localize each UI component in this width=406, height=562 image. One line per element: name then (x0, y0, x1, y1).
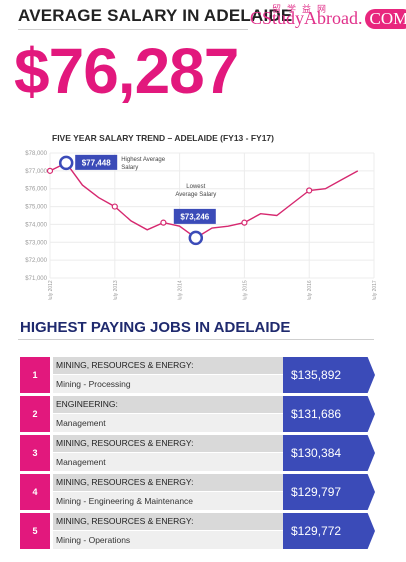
job-role: Mining - Engineering & Maintenance (53, 492, 297, 510)
y-tick-label: $77,000 (25, 169, 47, 175)
job-role: Management (53, 414, 297, 432)
job-row: 3 MINING, RESOURCES & ENERGY: Management $1… (20, 435, 380, 471)
jobs-section-title: HIGHEST PAYING JOBS IN ADELAIDE (20, 319, 291, 336)
watermark-com-badge: COM (364, 9, 406, 29)
title-divider (18, 29, 248, 30)
watermark-logo: CStudyAbroad. COM (250, 8, 406, 29)
x-tick-label: July 2014 (178, 280, 184, 300)
job-rank-badge: 2 (20, 396, 50, 432)
highest-value-badge (75, 154, 118, 170)
average-salary-value: $76,287 (14, 35, 239, 107)
y-tick-label: $73,000 (25, 240, 47, 246)
highest-caption: Salary (121, 165, 138, 171)
data-point (46, 167, 54, 174)
job-salary-tag: $129,797 (283, 474, 375, 510)
job-salary-tag: $131,686 (283, 396, 375, 432)
y-tick-label: $74,000 (25, 222, 47, 228)
data-point (111, 203, 118, 210)
y-tick-label: $72,000 (25, 258, 47, 264)
lowest-caption: Average Salary (175, 192, 216, 198)
job-row: 1 MINING, RESOURCES & ENERGY: Mining - Pro… (20, 357, 380, 393)
job-row: 4 MINING, RESOURCES & ENERGY: Mining - Eng… (20, 474, 380, 510)
job-row: 2 ENGINEERING: Management $131,686 (20, 396, 380, 432)
data-point (306, 187, 313, 194)
highest-point-marker (58, 155, 74, 171)
lowest-value-label: $73,246 (180, 212, 209, 221)
x-tick-label: July 2015 (242, 280, 248, 300)
data-point (241, 219, 248, 226)
job-salary-tag: $129,772 (283, 513, 375, 549)
y-tick-label: $76,000 (25, 187, 47, 193)
job-rank-badge: 4 (20, 474, 50, 510)
job-rank-badge: 3 (20, 435, 50, 471)
data-point (160, 219, 167, 226)
job-category: MINING, RESOURCES & ENERGY: (53, 357, 297, 374)
job-category: MINING, RESOURCES & ENERGY: (53, 435, 297, 452)
x-tick-label: July 2017 (372, 280, 378, 300)
watermark-brand: CStudyAbroad. (250, 8, 363, 28)
salary-trend-line (49, 162, 359, 239)
highest-caption: Highest Average (121, 157, 166, 163)
job-rank-badge: 5 (20, 513, 50, 549)
lowest-caption: Lowest (186, 184, 205, 190)
job-rank-badge: 1 (20, 357, 50, 393)
job-category: ENGINEERING: (53, 396, 297, 413)
job-category: MINING, RESOURCES & ENERGY: (53, 474, 297, 491)
job-salary-tag: $130,384 (283, 435, 375, 471)
highest-value-label: $77,448 (82, 158, 111, 167)
watermark-chinese: 留学益网 (272, 4, 333, 14)
job-salary-tag: $135,892 (283, 357, 375, 393)
job-role: Mining - Processing (53, 375, 297, 393)
jobs-divider (18, 339, 374, 340)
page-title: AVERAGE SALARY IN ADELAIDE (18, 6, 293, 25)
salary-trend-chart: $78,000 $77,000 $76,000 $75,000 $74,000 $73,0… (25, 151, 378, 300)
job-role: Management (53, 453, 297, 471)
x-tick-label: July 2012 (48, 280, 54, 300)
job-row: 5 MINING, RESOURCES & ENERGY: Mining - Ope… (20, 513, 380, 549)
y-tick-label: $71,000 (25, 276, 47, 282)
x-tick-label: July 2013 (113, 280, 119, 300)
chart-title: FIVE YEAR SALARY TREND – ADELAIDE (FY13 … (52, 133, 274, 143)
lowest-value-badge (173, 208, 216, 224)
lowest-point-marker (188, 230, 204, 246)
job-category: MINING, RESOURCES & ENERGY: (53, 513, 297, 530)
y-tick-label: $75,000 (25, 205, 47, 211)
x-tick-label: July 2016 (307, 280, 313, 300)
y-tick-label: $78,000 (25, 151, 47, 157)
job-role: Mining - Operations (53, 531, 297, 549)
